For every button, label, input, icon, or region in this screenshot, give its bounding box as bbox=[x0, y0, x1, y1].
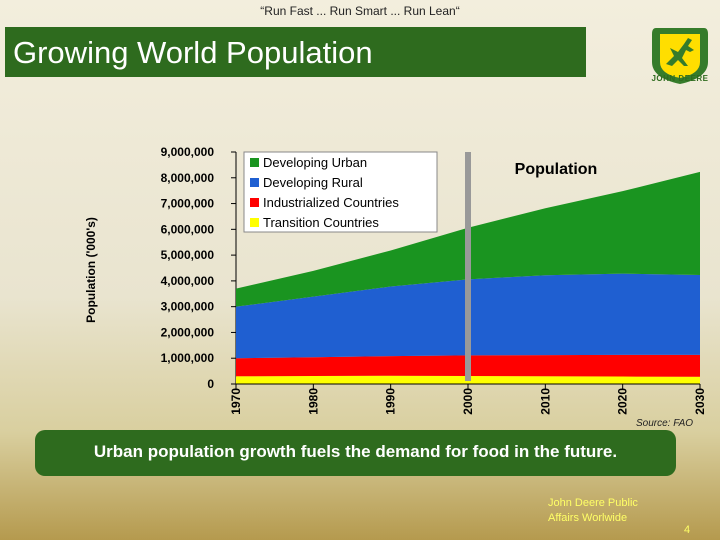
legend-swatch bbox=[250, 178, 259, 187]
x-axis: 1970 1980 1990 2000 2010 2020 2030 bbox=[229, 383, 707, 415]
x-tick-label: 1980 bbox=[306, 388, 320, 415]
y-tick-label: 0 bbox=[207, 377, 214, 391]
legend-label: Transition Countries bbox=[263, 215, 379, 230]
footer-credit: John Deere Public Affairs Worlwide bbox=[548, 496, 668, 526]
x-tick-label: 1990 bbox=[384, 388, 398, 415]
slide-title: Growing World Population bbox=[13, 35, 373, 70]
marker-line bbox=[465, 152, 471, 381]
message-banner: Urban population growth fuels the demand… bbox=[35, 430, 676, 476]
john-deere-logo-icon bbox=[652, 28, 708, 84]
x-tick-label: 2000 bbox=[461, 388, 475, 415]
y-tick-label: 3,000,000 bbox=[161, 300, 215, 314]
y-tick-label: 9,000,000 bbox=[161, 145, 215, 159]
chart-legend: Developing Urban Developing Rural Industri… bbox=[243, 151, 438, 233]
footer-line-2: Affairs Worlwide bbox=[548, 512, 628, 524]
x-tick-label: 2010 bbox=[538, 388, 552, 415]
logo-text: JOHN DEERE bbox=[651, 74, 709, 83]
y-tick-label: 6,000,000 bbox=[161, 222, 215, 236]
y-tick-label: 5,000,000 bbox=[161, 248, 215, 262]
legend-label: Developing Rural bbox=[263, 175, 363, 190]
x-tick-label: 2020 bbox=[616, 388, 630, 415]
year-marker bbox=[465, 152, 471, 381]
chart-title: Population bbox=[515, 161, 598, 178]
y-tick-label: 4,000,000 bbox=[161, 274, 215, 288]
y-tick-label: 2,000,000 bbox=[161, 325, 215, 339]
y-tick-label: 1,000,000 bbox=[161, 351, 215, 365]
legend-box bbox=[243, 151, 438, 233]
legend-swatch bbox=[250, 198, 259, 207]
slide-tagline: “Run Fast ... Run Smart ... Run Lean“ bbox=[260, 4, 460, 18]
legend-swatch bbox=[250, 158, 259, 167]
x-tick-label: 2030 bbox=[693, 388, 707, 415]
y-tick-label: 8,000,000 bbox=[161, 171, 215, 185]
legend-swatch bbox=[250, 218, 259, 227]
legend-label: Industrialized Countries bbox=[263, 195, 399, 210]
legend-label: Developing Urban bbox=[263, 155, 367, 170]
title-bar: Growing World Population bbox=[5, 27, 586, 77]
y-axis-label: Population ('000's) bbox=[84, 217, 98, 323]
footer-line-1: John Deere Public bbox=[548, 497, 638, 509]
y-tick-label: 7,000,000 bbox=[161, 197, 215, 211]
y-axis: 0 1,000,000 2,000,000 3,000,000 4,000,000 5,0… bbox=[161, 145, 237, 391]
source-note: Source: FAO bbox=[636, 418, 694, 429]
message-text: Urban population growth fuels the demand… bbox=[93, 442, 618, 461]
population-chart: 0 1,000,000 2,000,000 3,000,000 4,000,000 5,0… bbox=[84, 145, 707, 415]
page-number: 4 bbox=[684, 524, 691, 536]
x-tick-label: 1970 bbox=[229, 388, 243, 415]
